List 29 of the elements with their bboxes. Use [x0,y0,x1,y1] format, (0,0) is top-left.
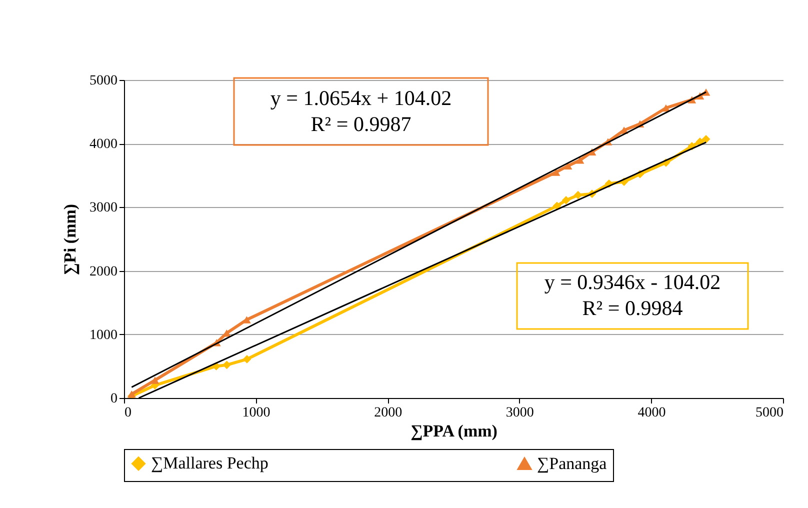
annotation: y = 0.9346x - 104.02 R² = 0.9984 [544,270,721,320]
point [702,134,710,144]
x-tick-label: 2000 [374,406,402,420]
legend-label: ∑Mallares Pechp [151,454,268,473]
point [222,360,231,370]
point [552,202,562,210]
point [552,168,560,176]
point [242,355,252,364]
point [150,376,160,384]
y-tick-label: 1000 [90,328,118,343]
point [576,156,584,164]
y-tick-label: 4000 [90,137,118,152]
y-tick-label: 0 [110,392,118,406]
x-tick-label: 1000 [242,406,270,420]
point [242,316,251,324]
y-tick-label: 5000 [90,74,118,88]
x-tick-label: 5000 [756,406,784,420]
point [564,162,572,170]
y-axis-title: ∑Pi (mm) [60,204,80,276]
annotation: y = 1.0654x + 104.02 R² = 0.9987 [270,86,452,136]
y-tick-label: 3000 [90,200,118,216]
x-tick-label: 3000 [506,406,534,420]
y-tick-label: 2000 [90,264,118,280]
x-tick-label: 4000 [638,406,666,420]
x-axis-title: ∑PPA (mm) [410,422,498,440]
x-tick-label: 0 [124,406,132,420]
point [562,196,570,204]
point [574,190,582,200]
legend-label: ∑Pananga [537,454,608,473]
